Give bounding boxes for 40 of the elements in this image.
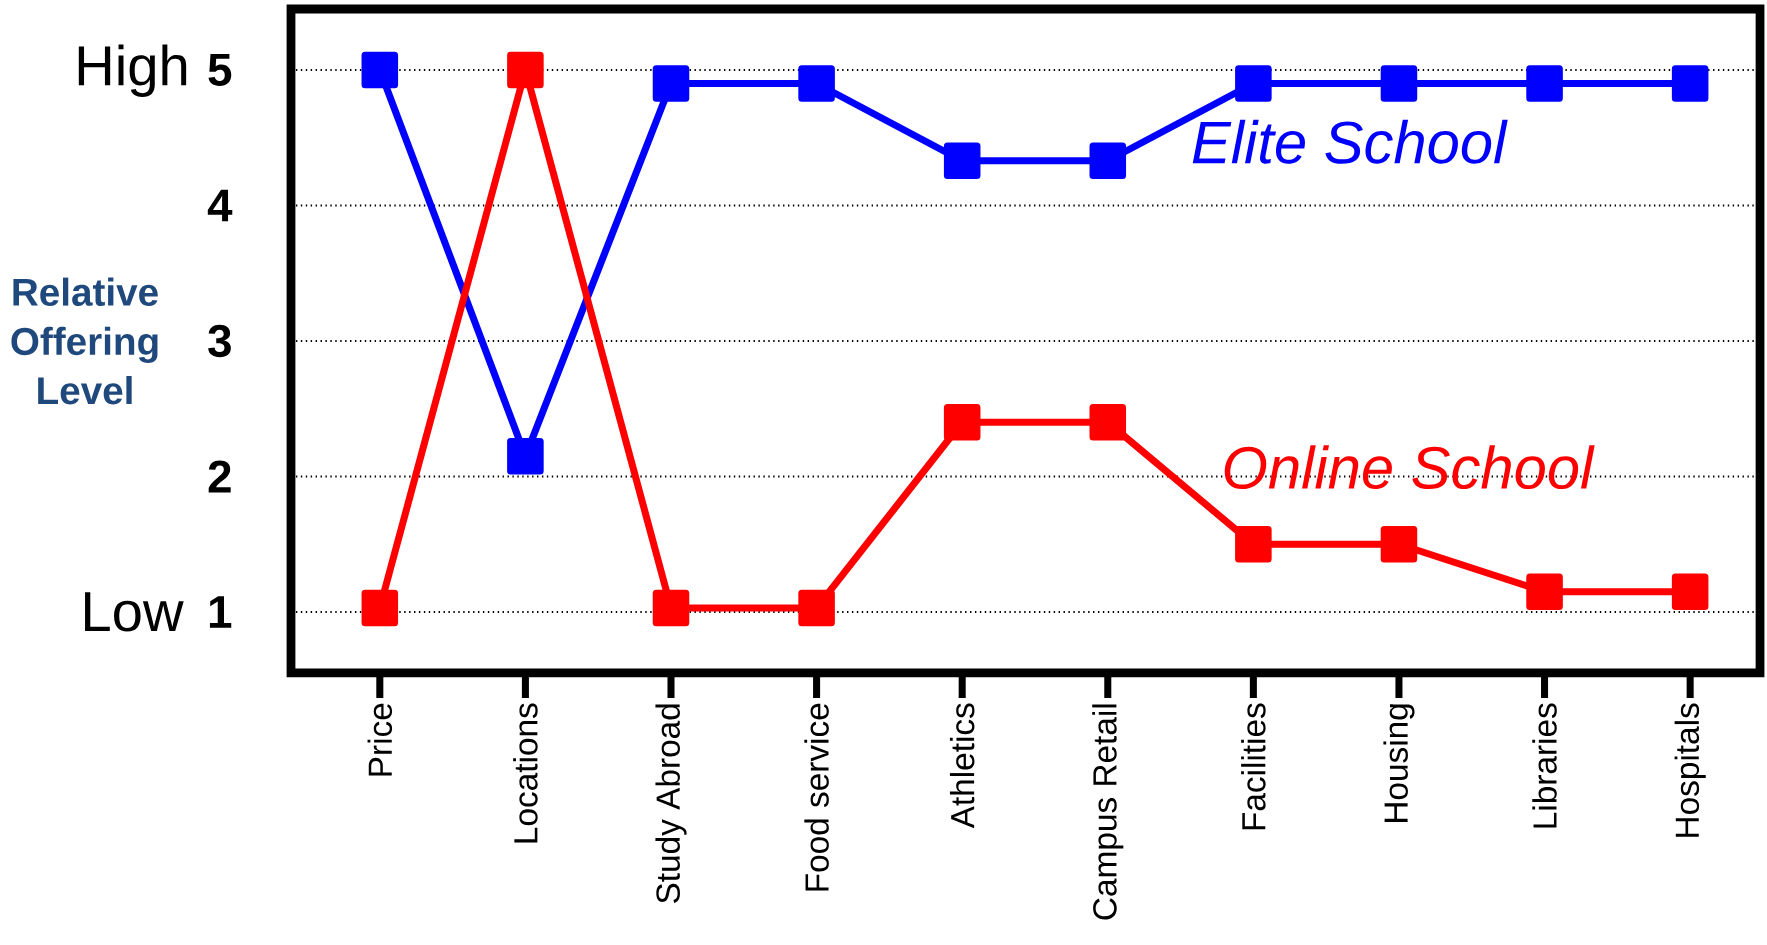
point bbox=[1235, 525, 1272, 563]
point bbox=[507, 51, 544, 89]
point bbox=[1235, 65, 1272, 102]
x-tick-label: Campus Retail bbox=[1092, 704, 1124, 920]
point bbox=[1671, 573, 1709, 610]
point bbox=[361, 51, 399, 89]
point bbox=[1526, 573, 1563, 610]
series-label: Online School bbox=[1224, 445, 1595, 490]
point bbox=[1380, 65, 1418, 102]
series-label: Elite School bbox=[1192, 119, 1508, 164]
point bbox=[1380, 525, 1418, 563]
x-tick-label: Athletics bbox=[949, 703, 975, 829]
y-tick-label: 2 bbox=[208, 460, 231, 493]
point bbox=[652, 589, 690, 627]
x-tick-label: Price bbox=[367, 703, 393, 776]
x-tick-label: Food service bbox=[804, 703, 829, 891]
y-tick-label: 4 bbox=[207, 189, 233, 222]
y-tick-label: 5 bbox=[208, 54, 232, 86]
x-tick-label: Hospitals bbox=[1674, 703, 1706, 837]
point bbox=[943, 142, 981, 180]
point bbox=[1526, 65, 1563, 102]
point bbox=[507, 437, 544, 475]
y-tick-label: 1 bbox=[209, 596, 232, 628]
point bbox=[798, 65, 835, 102]
x-tick-label: Study Abroad bbox=[655, 704, 687, 903]
x-tick-label: Libraries bbox=[1532, 703, 1557, 828]
point bbox=[652, 65, 690, 102]
point bbox=[1671, 65, 1709, 102]
point bbox=[1089, 142, 1127, 180]
text: High bbox=[78, 44, 187, 97]
x-tick-label: Housing bbox=[1383, 704, 1415, 822]
y-axis-title: Relative Offering Level bbox=[11, 277, 158, 405]
y-tick-label: 3 bbox=[208, 324, 231, 358]
text: Low bbox=[85, 592, 184, 632]
point bbox=[361, 589, 399, 627]
point bbox=[943, 404, 981, 441]
x-tick-label: Facilities bbox=[1241, 703, 1266, 830]
point bbox=[1089, 404, 1127, 441]
point bbox=[798, 589, 835, 627]
x-tick-label: Locations bbox=[513, 703, 538, 843]
